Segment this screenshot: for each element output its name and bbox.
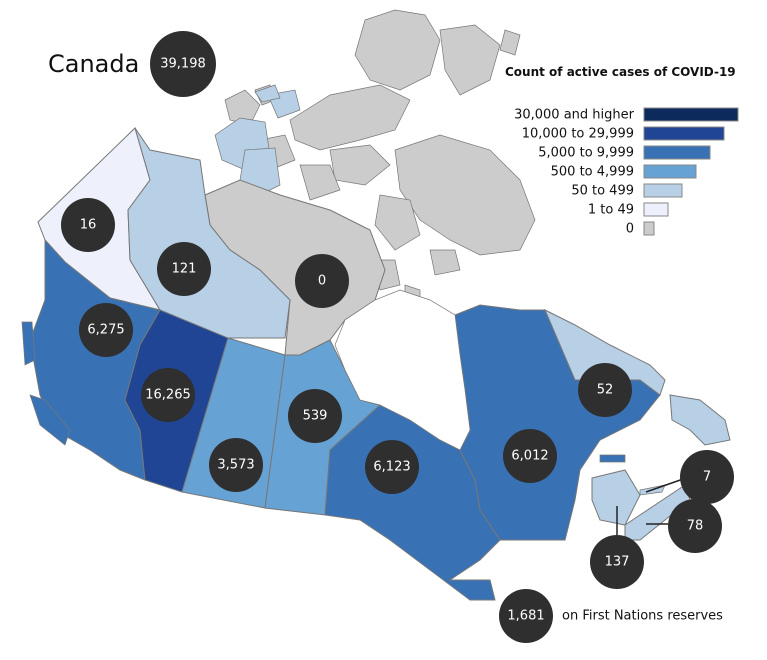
legend-swatch [643,221,655,236]
nl-bubble: 52 [578,363,632,417]
legend-swatch [643,126,725,141]
nl-count: 52 [597,383,614,398]
first-nations-count: 1,681 [507,609,544,624]
yukon-count: 16 [80,218,97,233]
legend-item: 5,000 to 9,999 [538,145,711,161]
alberta-bubble: 16,265 [141,368,195,422]
pei-count: 7 [703,470,711,485]
haida-gwaii [21,321,36,366]
map-title: Canada [48,50,139,78]
legend-item: 500 to 4,999 [551,164,697,180]
saskatchewan-bubble: 3,573 [209,438,263,492]
legend-swatch [643,164,697,179]
ontario-count: 6,123 [373,460,410,475]
bc-count: 6,275 [87,323,124,338]
pei-bubble: 7 [680,450,734,504]
legend-item-label: 50 to 499 [571,184,634,199]
legend-title: Count of active cases of COVID-19 [505,65,736,79]
ns-bubble: 78 [668,499,722,553]
manitoba-bubble: 539 [288,389,342,443]
labrador-region [544,308,666,396]
legend-item-label: 10,000 to 29,999 [522,127,634,142]
legend-swatch [643,202,669,217]
hudson-bay [334,289,471,451]
legend-swatch [643,145,711,160]
legend: Count of active cases of COVID-19 30,000… [505,65,739,237]
ns-count: 78 [687,519,704,534]
legend-swatch [643,107,739,122]
nwt-count: 121 [172,262,197,277]
yukon-bubble: 16 [61,198,115,252]
first-nations-label: on First Nations reserves [562,609,723,624]
new-brunswick-region [591,469,641,526]
legend-item-label: 1 to 49 [588,203,634,218]
manitoba-count: 539 [303,409,328,424]
quebec-bubble: 6,012 [503,429,557,483]
legend-swatch [643,183,683,198]
national-total-label: 39,198 [160,57,206,72]
vancouver-island [29,394,71,446]
legend-item: 10,000 to 29,999 [522,126,725,142]
legend-item: 30,000 and higher [514,107,739,123]
arctic-archipelago [224,9,536,311]
nunavut-count: 0 [318,274,326,289]
national-total-bubble: 39,198 [150,31,216,97]
quebec-count: 6,012 [511,449,548,464]
legend-item: 1 to 49 [588,202,669,218]
ontario-bubble: 6,123 [365,440,419,494]
nb-bubble: 137 [590,535,644,589]
nb-count: 137 [605,555,630,570]
newfoundland-island [669,394,731,446]
maritime-connectors [616,477,687,538]
bc-bubble: 6,275 [79,303,133,357]
legend-item-label: 30,000 and higher [514,108,635,123]
legend-item-label: 500 to 4,999 [551,165,634,180]
legend-item-label: 0 [626,222,634,237]
saskatchewan-count: 3,573 [217,458,254,473]
alberta-count: 16,265 [145,388,191,403]
first-nations-bubble: 1,681 [499,589,553,643]
nwt-bubble: 121 [157,242,211,296]
legend-item-label: 5,000 to 9,999 [538,146,634,161]
legend-item: 50 to 499 [571,183,683,199]
nunavut-bubble: 0 [295,254,349,308]
anticosti-island [599,454,626,463]
legend-item: 0 [626,221,655,237]
